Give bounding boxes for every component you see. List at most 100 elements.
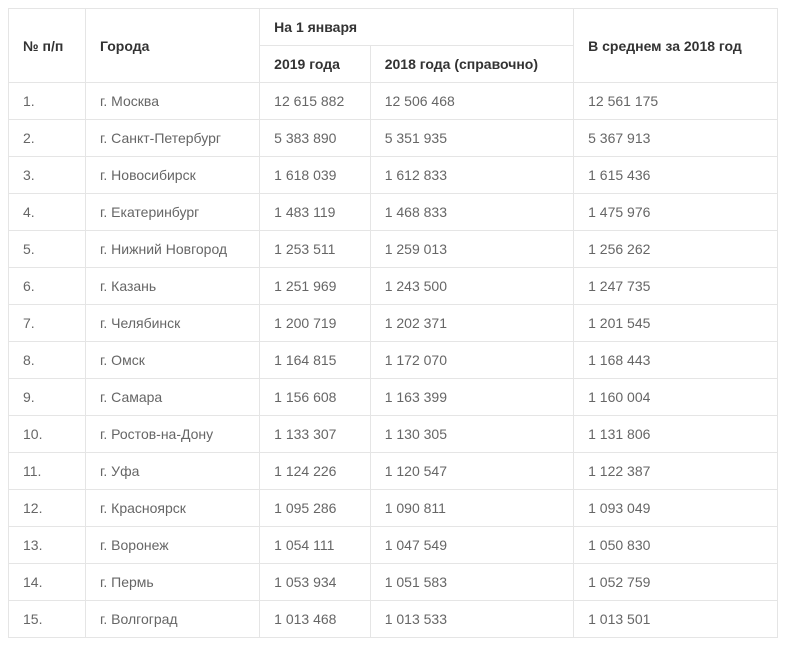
- cell-city: г. Санкт-Петербург: [86, 120, 260, 157]
- cell-2019: 1 253 511: [260, 231, 371, 268]
- cell-2019: 1 156 608: [260, 379, 371, 416]
- cell-2018: 1 130 305: [370, 416, 573, 453]
- cell-city: г. Екатеринбург: [86, 194, 260, 231]
- cell-2018: 1 047 549: [370, 527, 573, 564]
- cell-2019: 1 013 468: [260, 601, 371, 638]
- cell-2018: 1 090 811: [370, 490, 573, 527]
- table-row: 2.г. Санкт-Петербург5 383 8905 351 9355 …: [9, 120, 778, 157]
- cell-num: 6.: [9, 268, 86, 305]
- col-header-2019: 2019 года: [260, 46, 371, 83]
- cell-2018: 12 506 468: [370, 83, 573, 120]
- cell-2018: 1 172 070: [370, 342, 573, 379]
- cell-avg2018: 1 052 759: [574, 564, 778, 601]
- table-row: 6.г. Казань1 251 9691 243 5001 247 735: [9, 268, 778, 305]
- cell-avg2018: 1 131 806: [574, 416, 778, 453]
- table-row: 8.г. Омск1 164 8151 172 0701 168 443: [9, 342, 778, 379]
- cell-num: 13.: [9, 527, 86, 564]
- cell-city: г. Омск: [86, 342, 260, 379]
- cell-num: 5.: [9, 231, 86, 268]
- cell-2019: 1 053 934: [260, 564, 371, 601]
- cell-avg2018: 1 013 501: [574, 601, 778, 638]
- cell-city: г. Волгоград: [86, 601, 260, 638]
- cell-num: 1.: [9, 83, 86, 120]
- cell-city: г. Новосибирск: [86, 157, 260, 194]
- header-row-1: № п/п Города На 1 января В среднем за 20…: [9, 9, 778, 46]
- cell-avg2018: 1 160 004: [574, 379, 778, 416]
- cell-2018: 1 051 583: [370, 564, 573, 601]
- col-header-2018-ref: 2018 года (справочно): [370, 46, 573, 83]
- cell-num: 14.: [9, 564, 86, 601]
- cell-avg2018: 1 256 262: [574, 231, 778, 268]
- cell-avg2018: 5 367 913: [574, 120, 778, 157]
- cell-2019: 1 054 111: [260, 527, 371, 564]
- cell-2018: 1 259 013: [370, 231, 573, 268]
- cell-city: г. Москва: [86, 83, 260, 120]
- table-row: 11.г. Уфа1 124 2261 120 5471 122 387: [9, 453, 778, 490]
- cell-city: г. Нижний Новгород: [86, 231, 260, 268]
- cell-2019: 12 615 882: [260, 83, 371, 120]
- col-header-avg2018: В среднем за 2018 год: [574, 9, 778, 83]
- cell-2019: 1 164 815: [260, 342, 371, 379]
- cell-num: 7.: [9, 305, 86, 342]
- cell-num: 11.: [9, 453, 86, 490]
- cell-2018: 1 243 500: [370, 268, 573, 305]
- cell-avg2018: 1 201 545: [574, 305, 778, 342]
- cell-city: г. Челябинск: [86, 305, 260, 342]
- cell-city: г. Пермь: [86, 564, 260, 601]
- table-body: 1.г. Москва12 615 88212 506 46812 561 17…: [9, 83, 778, 638]
- table-row: 14.г. Пермь1 053 9341 051 5831 052 759: [9, 564, 778, 601]
- cell-city: г. Уфа: [86, 453, 260, 490]
- cell-city: г. Ростов-на-Дону: [86, 416, 260, 453]
- cell-avg2018: 1 122 387: [574, 453, 778, 490]
- cell-avg2018: 1 168 443: [574, 342, 778, 379]
- table-row: 1.г. Москва12 615 88212 506 46812 561 17…: [9, 83, 778, 120]
- cell-avg2018: 1 615 436: [574, 157, 778, 194]
- cell-2019: 5 383 890: [260, 120, 371, 157]
- cell-city: г. Самара: [86, 379, 260, 416]
- cell-num: 2.: [9, 120, 86, 157]
- cell-city: г. Воронеж: [86, 527, 260, 564]
- table-row: 9.г. Самара1 156 6081 163 3991 160 004: [9, 379, 778, 416]
- cell-2019: 1 251 969: [260, 268, 371, 305]
- cell-num: 4.: [9, 194, 86, 231]
- col-header-jan1: На 1 января: [260, 9, 574, 46]
- cell-2018: 5 351 935: [370, 120, 573, 157]
- table-row: 12.г. Красноярск1 095 2861 090 8111 093 …: [9, 490, 778, 527]
- cell-city: г. Красноярск: [86, 490, 260, 527]
- table-row: 5.г. Нижний Новгород1 253 5111 259 0131 …: [9, 231, 778, 268]
- cell-num: 10.: [9, 416, 86, 453]
- cell-2018: 1 163 399: [370, 379, 573, 416]
- cell-2018: 1 120 547: [370, 453, 573, 490]
- cell-num: 9.: [9, 379, 86, 416]
- table-header: № п/п Города На 1 января В среднем за 20…: [9, 9, 778, 83]
- table-row: 4.г. Екатеринбург1 483 1191 468 8331 475…: [9, 194, 778, 231]
- cell-avg2018: 1 093 049: [574, 490, 778, 527]
- cell-avg2018: 1 475 976: [574, 194, 778, 231]
- cell-2018: 1 013 533: [370, 601, 573, 638]
- cell-2019: 1 095 286: [260, 490, 371, 527]
- cell-2018: 1 612 833: [370, 157, 573, 194]
- cell-num: 8.: [9, 342, 86, 379]
- population-table: № п/п Города На 1 января В среднем за 20…: [8, 8, 778, 638]
- table-row: 15.г. Волгоград1 013 4681 013 5331 013 5…: [9, 601, 778, 638]
- cell-2019: 1 200 719: [260, 305, 371, 342]
- cell-2019: 1 618 039: [260, 157, 371, 194]
- cell-2018: 1 202 371: [370, 305, 573, 342]
- table-row: 10.г. Ростов-на-Дону1 133 3071 130 3051 …: [9, 416, 778, 453]
- cell-avg2018: 1 050 830: [574, 527, 778, 564]
- cell-num: 15.: [9, 601, 86, 638]
- cell-city: г. Казань: [86, 268, 260, 305]
- cell-2018: 1 468 833: [370, 194, 573, 231]
- table-row: 7.г. Челябинск1 200 7191 202 3711 201 54…: [9, 305, 778, 342]
- table-row: 13.г. Воронеж1 054 1111 047 5491 050 830: [9, 527, 778, 564]
- cell-2019: 1 124 226: [260, 453, 371, 490]
- col-header-city: Города: [86, 9, 260, 83]
- col-header-num: № п/п: [9, 9, 86, 83]
- cell-2019: 1 483 119: [260, 194, 371, 231]
- cell-num: 3.: [9, 157, 86, 194]
- cell-avg2018: 12 561 175: [574, 83, 778, 120]
- cell-2019: 1 133 307: [260, 416, 371, 453]
- table-row: 3.г. Новосибирск1 618 0391 612 8331 615 …: [9, 157, 778, 194]
- cell-num: 12.: [9, 490, 86, 527]
- cell-avg2018: 1 247 735: [574, 268, 778, 305]
